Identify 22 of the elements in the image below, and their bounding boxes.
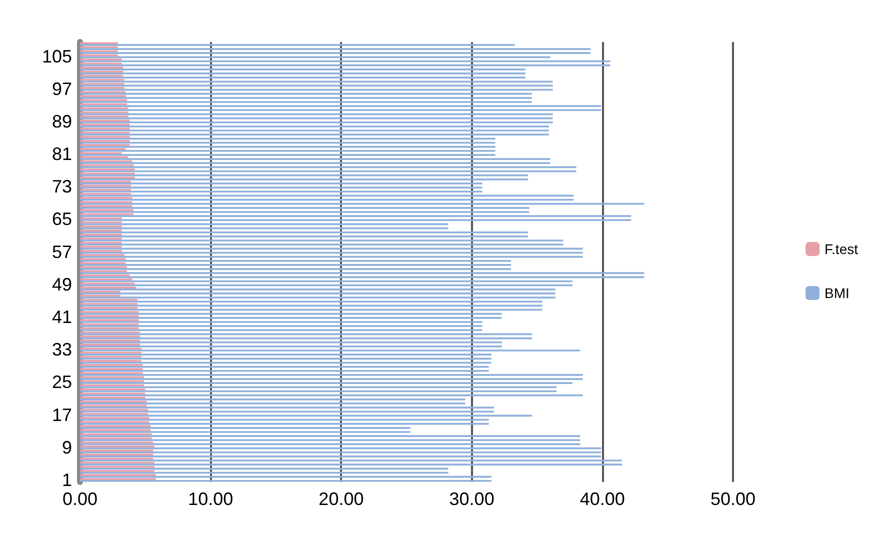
y-tick-label: 41 bbox=[52, 307, 72, 327]
x-tick-label: 20.00 bbox=[318, 489, 364, 509]
x-tick-label: 40.00 bbox=[580, 489, 625, 509]
x-tick-label: 0.00 bbox=[62, 489, 98, 509]
y-tick-label: 9 bbox=[62, 437, 72, 458]
y-tick-label: 89 bbox=[52, 111, 72, 132]
x-tick-label: 30.00 bbox=[449, 489, 494, 509]
legend-label: BMI bbox=[824, 285, 850, 301]
legend-label: F.test bbox=[824, 241, 858, 257]
y-tick-label: 1 bbox=[62, 470, 72, 490]
x-tick-label: 50.00 bbox=[710, 489, 756, 509]
y-tick-label: 57 bbox=[52, 242, 72, 262]
x-tick-label: 10.00 bbox=[188, 489, 234, 509]
y-tick-label: 97 bbox=[52, 78, 72, 99]
y-tick-label: 105 bbox=[42, 46, 72, 66]
y-tick-label: 65 bbox=[52, 209, 72, 230]
y-tick-label: 73 bbox=[52, 176, 72, 197]
y-tick-label: 17 bbox=[52, 404, 72, 425]
y-tick-label: 33 bbox=[52, 340, 72, 360]
y-tick-label: 49 bbox=[52, 274, 72, 294]
y-tick-label: 25 bbox=[52, 372, 72, 392]
y-tick-label: 81 bbox=[52, 144, 72, 164]
